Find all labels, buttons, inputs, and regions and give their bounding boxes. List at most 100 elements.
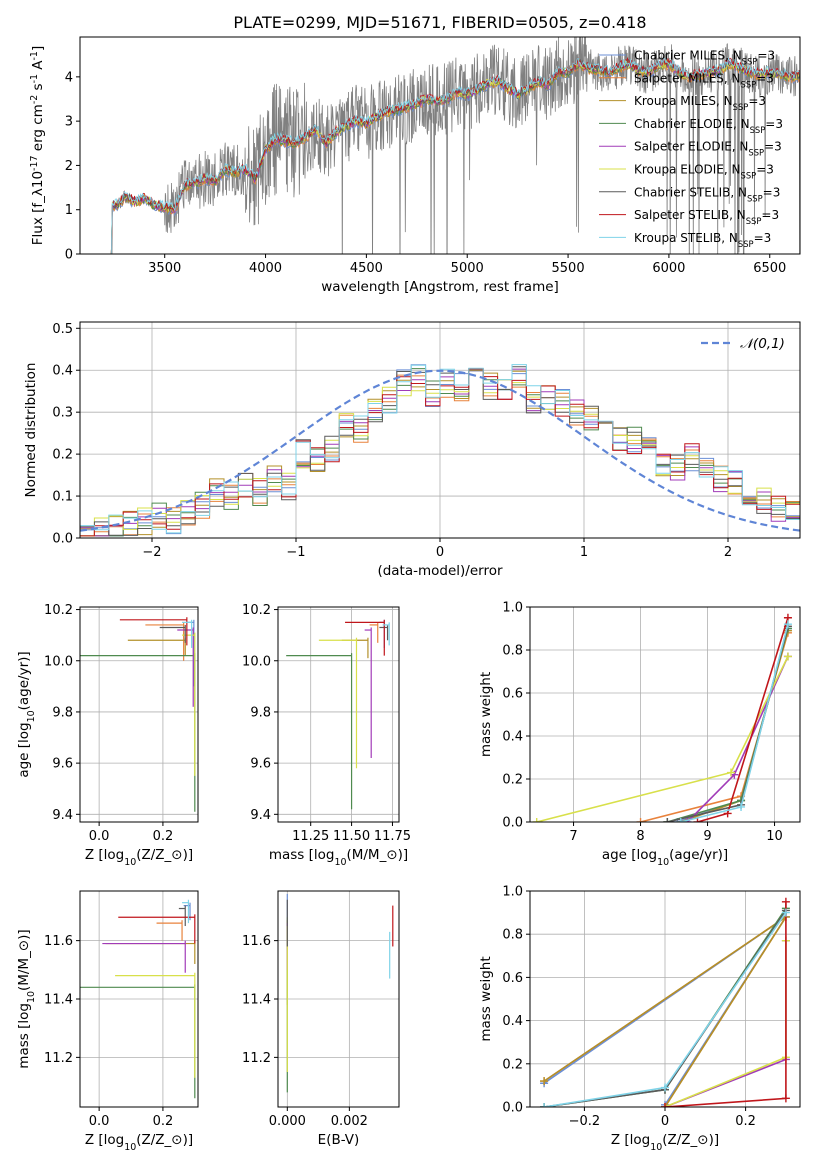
y-tick-label: 3 bbox=[65, 115, 73, 130]
residual-histogram-panel: −2 −1 0 1 2 0.0 0.1 0.2 0.3 0.4 0.5 (data-model)/er… bbox=[23, 321, 801, 579]
label-run: =3 bbox=[756, 163, 774, 177]
spectrum-panel: 3500 4000 4500 5000 5500 6000 6500 0 1 2 3 4 wavelen… bbox=[29, 36, 801, 295]
y-tick-label: 11.4 bbox=[44, 993, 73, 1008]
label-run: -2 bbox=[29, 95, 40, 104]
x-tick-label: 11.25 bbox=[292, 829, 329, 844]
label-run: -1 bbox=[29, 51, 40, 60]
x-axis-label: Z [log10(Z/Z_⊙)] bbox=[611, 1132, 719, 1153]
mass-weight-marker bbox=[661, 1103, 669, 1107]
label-run: E(B-V) bbox=[318, 1132, 360, 1148]
y-tick-label: 0.0 bbox=[502, 816, 523, 831]
x-tick-label: 8 bbox=[636, 829, 644, 844]
label-run: age [log bbox=[602, 847, 657, 863]
mass-weight-marker bbox=[540, 1103, 549, 1107]
plot-area bbox=[80, 364, 800, 537]
x-tick-label: 0 bbox=[661, 1114, 669, 1129]
axes-frame bbox=[277, 606, 400, 823]
label-run: A bbox=[30, 60, 46, 74]
mass-weight-marker bbox=[663, 818, 672, 822]
y-tick-label: 9.8 bbox=[52, 705, 73, 720]
label-run: Z [log bbox=[85, 847, 124, 863]
x-tick-label: 9 bbox=[703, 829, 711, 844]
age-vs-mass-panel: 11.25 11.50 11.75 9.4 9.6 9.8 10.0 10.2 mass [lo… bbox=[242, 603, 411, 867]
mass-weight-marker bbox=[737, 802, 746, 811]
label-run: mass weight bbox=[478, 956, 494, 1041]
label-run: (age/yr)] bbox=[16, 651, 32, 710]
x-tick-label: 5500 bbox=[552, 261, 585, 276]
x-tick-label: 0.2 bbox=[153, 1114, 174, 1129]
label-run: SSP bbox=[742, 57, 758, 67]
mass-weight-marker bbox=[540, 1077, 549, 1086]
mass-weight-marker bbox=[781, 1094, 790, 1103]
y-tick-label: 9.8 bbox=[250, 705, 271, 720]
label-run: Z [log bbox=[611, 1132, 650, 1148]
label-run: SSP bbox=[741, 79, 757, 89]
label-run: SSP bbox=[741, 171, 757, 181]
x-tick-label: 0.0 bbox=[89, 1114, 110, 1129]
age-vs-z-panel: 0.0 0.29.49.69.810.010.2Z [log10(Z/Z_⊙)]a… bbox=[16, 603, 199, 868]
y-tick-label: 1.0 bbox=[502, 601, 523, 616]
label-run: Kroupa MILES, N bbox=[634, 94, 733, 108]
label-run: =3 bbox=[764, 140, 782, 154]
label-run: (M/M_⊙)] bbox=[16, 929, 32, 991]
y-tick-label: 0 bbox=[65, 248, 73, 263]
y-tick-label: 0.8 bbox=[502, 928, 523, 943]
x-axis-label: Z [log10(Z/Z_⊙)] bbox=[85, 847, 193, 868]
model-spectrum-line bbox=[110, 59, 800, 254]
y-tick-label: 0.4 bbox=[52, 364, 73, 379]
label-run: mass weight bbox=[478, 672, 494, 757]
plot-area bbox=[286, 893, 394, 1093]
x-axis-label: mass [log10(M/M_⊙)] bbox=[269, 847, 408, 868]
label-run: =3 bbox=[748, 94, 766, 108]
label-run: (Z/Z_⊙)] bbox=[136, 1132, 193, 1148]
label-run: =3 bbox=[757, 49, 775, 63]
plot-area bbox=[80, 899, 196, 1099]
x-tick-label: 3500 bbox=[148, 261, 181, 276]
x-tick-label: 6500 bbox=[753, 261, 786, 276]
x-tick-label: 4000 bbox=[249, 261, 282, 276]
legend-entry: Chabrier ELODIE, NSSP=3 bbox=[634, 117, 783, 135]
y-tick-label: 11.2 bbox=[44, 1051, 73, 1066]
plot-area bbox=[110, 37, 800, 254]
label-run: Kroupa ELODIE, N bbox=[634, 163, 741, 177]
label-run: -17 bbox=[29, 156, 40, 171]
axes-frame bbox=[79, 36, 801, 255]
label-run: Salpeter MILES, N bbox=[634, 71, 741, 85]
label-run: age [log bbox=[16, 722, 32, 777]
mass-weight-marker bbox=[693, 818, 702, 822]
y-tick-label: 9.6 bbox=[52, 757, 73, 772]
label-run: =3 bbox=[765, 117, 783, 131]
y-tick-label: 0.8 bbox=[502, 644, 523, 659]
mass-weight-marker bbox=[783, 652, 792, 661]
y-tick-label: 10.2 bbox=[242, 603, 271, 618]
label-run: SSP bbox=[750, 125, 766, 135]
x-tick-label: −1 bbox=[286, 545, 305, 560]
x-tick-label: 4500 bbox=[350, 261, 383, 276]
label-run: erg cm bbox=[30, 104, 46, 155]
x-tick-label: 0.000 bbox=[269, 1114, 306, 1129]
plot-area bbox=[532, 613, 792, 822]
label-run: (Z/Z_⊙)] bbox=[662, 1132, 719, 1148]
plot-area bbox=[80, 617, 196, 812]
label-run: Z [log bbox=[85, 1132, 124, 1148]
figure-title: PLATE=0299, MJD=51671, FIBERID=0505, z=0… bbox=[233, 13, 646, 32]
plot-area bbox=[286, 619, 390, 810]
y-tick-label: 11.2 bbox=[242, 1051, 271, 1066]
x-axis-label: Z [log10(Z/Z_⊙)] bbox=[85, 1132, 193, 1153]
x-tick-label: 10 bbox=[766, 829, 783, 844]
mass-weight-marker bbox=[532, 818, 541, 822]
label-run: Salpeter ELODIE, N bbox=[634, 140, 748, 154]
y-tick-label: 0.5 bbox=[52, 322, 73, 337]
y-tick-label: 0.0 bbox=[502, 1101, 523, 1116]
x-tick-label: 6000 bbox=[652, 261, 685, 276]
y-tick-label: 0.6 bbox=[502, 971, 523, 986]
x-tick-label: 0.0 bbox=[89, 829, 110, 844]
x-tick-label: 0.002 bbox=[331, 1114, 368, 1129]
y-tick-label: 0.1 bbox=[52, 490, 73, 505]
label-run: mass [log bbox=[16, 1003, 32, 1069]
y-axis-label: Normed distribution bbox=[23, 363, 39, 498]
label-run: wavelength [Angstrom, rest frame] bbox=[321, 279, 559, 295]
label-run: (age/yr)] bbox=[669, 847, 728, 863]
